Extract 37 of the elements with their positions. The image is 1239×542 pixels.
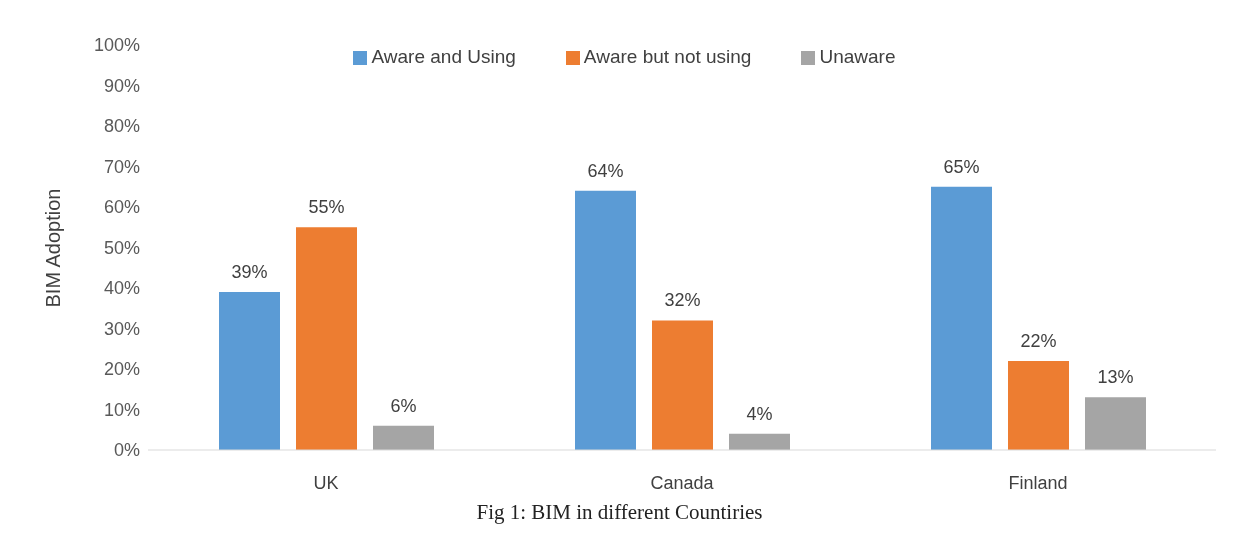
data-label: 22% [1020,330,1057,351]
y-tick-label: 0% [113,440,140,461]
data-label: 13% [1097,367,1134,388]
y-tick-label: 70% [103,156,140,177]
y-tick-label: 60% [103,197,140,218]
data-label: 39% [231,262,268,283]
y-tick-label: 40% [103,278,140,299]
legend-label: Aware and Using [371,46,516,67]
y-tick-label: 90% [103,75,140,96]
y-tick-label: 20% [103,359,140,380]
y-tick-label: 80% [103,116,140,137]
bar [219,292,280,450]
data-label: 55% [308,197,345,218]
data-label: 4% [746,403,773,424]
bar [575,190,636,450]
x-tick-label: Finland [1008,472,1068,493]
y-tick-label: 50% [103,237,140,258]
bar [1085,397,1146,450]
bar [1008,360,1069,450]
x-tick-label: Canada [650,472,715,493]
data-label: 6% [390,395,417,416]
bar [729,433,790,450]
y-tick-label: 30% [103,318,140,339]
data-label: 64% [587,160,624,181]
text: Fig 1: BIM in different Countiries [475,500,764,525]
y-tick-label: 100% [93,35,140,56]
y-tick-label: 10% [103,399,140,420]
data-label: 32% [664,290,701,311]
data-label: 65% [943,156,980,177]
legend-label: Unaware [819,46,896,67]
bar [373,425,434,450]
bar [296,227,357,450]
y-axis-title: BIM Adoption [42,188,65,308]
x-tick-label: UK [313,472,339,493]
legend-label: Aware but not using [583,46,752,67]
bar [652,320,713,450]
bar [931,186,992,450]
